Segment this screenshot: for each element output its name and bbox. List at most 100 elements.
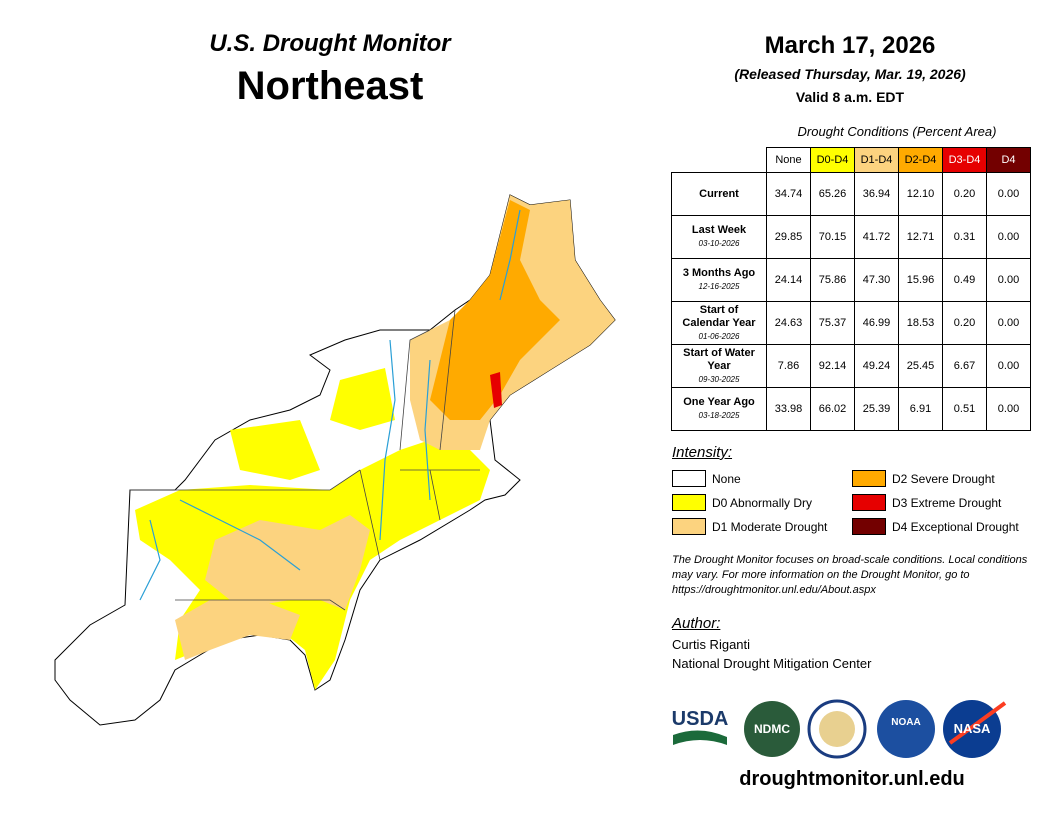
row-label-cell: Current [671,172,767,216]
cell-value: 66.02 [810,387,855,431]
row-date: 01-06-2026 [698,331,740,341]
cell-value: 0.00 [986,215,1031,259]
cell-value: 6.91 [898,387,943,431]
cell-value: 0.49 [942,258,987,302]
cell-value: 15.96 [898,258,943,302]
cell-value: 29.85 [766,215,811,259]
cell-value: 24.14 [766,258,811,302]
d0-area [330,368,395,430]
legend-swatch [852,518,886,535]
noaa-logo [877,700,935,758]
row-label-cell: Start of Water Year 09-30-2025 [671,344,767,388]
author-org: National Drought Mitigation Center [672,656,872,671]
legend-item: D1 Moderate Drought [672,518,827,535]
row-date: 03-18-2025 [698,411,740,420]
conditions-table: None D0-D4 D1-D4 D2-D4 D3-D4 D4 Current 34.74 65… [671,147,1031,431]
nasa-chevron [948,701,1007,745]
row-label: Start of Water Year [683,346,755,372]
column-header: D2-D4 [898,147,943,173]
cell-value: 25.39 [854,387,899,431]
cell-value: 33.98 [766,387,811,431]
rivers [139,209,521,601]
cell-value: 6.67 [942,344,987,388]
legend-item: None [672,470,741,487]
cell-value: 49.24 [854,344,899,388]
logo-usda: USDA [672,708,729,730]
cell-value: 12.10 [898,172,943,216]
legend-swatch [852,470,886,487]
legend-label: None [712,471,741,486]
cell-value: 65.26 [810,172,855,216]
d1-area [205,515,370,610]
column-header: None [766,147,811,173]
row-label-cell: One Year Ago 03-18-2025 [671,387,767,431]
map [54,194,616,726]
column-header: D1-D4 [854,147,899,173]
legend-item: D0 Abnormally Dry [672,494,812,511]
row-label-cell: Start of Calendar Year 01-06-2026 [671,301,767,345]
legend-label: D4 Exceptional Drought [892,519,1019,534]
table-row: Start of Calendar Year 01-06-2026 24.63 75.… [671,301,1031,345]
map-date: March 17, 2026 [764,32,936,59]
cell-value: 41.72 [854,215,899,259]
cell-value: 36.94 [854,172,899,216]
cell-value: 12.71 [898,215,943,259]
table-row: One Year Ago 03-18-2025 33.98 66.02 25.39 6.9… [671,387,1031,431]
cell-value: 34.74 [766,172,811,216]
legend-swatch [672,518,706,535]
row-label: 3 Months Ago [682,267,756,279]
table-row: Current 34.74 65.26 36.94 12.10 0.20 0.00 [671,172,1031,216]
row-date: 03-10-2026 [698,239,740,248]
logo-noaa: NOAA [891,717,920,728]
row-label-cell: Last Week 03-10-2026 [671,215,767,259]
row-label: One Year Ago [683,396,755,408]
row-date: 09-30-2025 [698,374,740,384]
note: The Drought Monitor focuses on broad-sca… [672,554,1028,596]
cell-value: 46.99 [854,301,899,345]
cell-value: 0.00 [986,172,1031,216]
column-header: D3-D4 [942,147,987,173]
table-caption: Drought Conditions (Percent Area) [797,124,997,139]
table-row: Start of Water Year 09-30-2025 7.86 92.14 49… [671,344,1031,388]
state-lines [130,309,480,611]
cell-value: 0.20 [942,301,987,345]
logo-ndmc: NDMC [754,722,790,736]
cell-value: 0.00 [986,344,1031,388]
cell-value: 7.86 [766,344,811,388]
usda-swoosh [673,730,727,745]
cell-value: 0.20 [942,172,987,216]
column-header: D4 [986,147,1031,173]
d2-area [430,200,560,420]
cell-value: 47.30 [854,258,899,302]
legend-label: D3 Extreme Drought [892,495,1002,510]
footer-url: droughtmonitor.unl.edu [739,768,965,790]
legend-swatch [672,470,706,487]
d1-area [175,600,300,660]
legend-item: D4 Exceptional Drought [852,518,1019,535]
row-label: Current [699,187,739,200]
legend-label: D2 Severe Drought [892,471,995,486]
row-label: Start of Calendar Year [682,303,756,329]
table-row: 3 Months Ago 12-16-2025 24.14 75.86 47.30 15.… [671,258,1031,302]
author-name: Curtis Riganti [672,637,751,652]
ndmc-logo [744,701,800,757]
legend-swatch [672,494,706,511]
logo-nasa: NASA [954,721,991,736]
seal-center [819,711,855,747]
subtitle: U.S. Drought Monitor [209,30,451,57]
legend-item: D2 Severe Drought [852,470,995,487]
legend-label: D1 Moderate Drought [712,519,828,534]
row-label: Last Week [691,224,747,236]
row-label-cell: 3 Months Ago 12-16-2025 [671,258,767,302]
blank-cell [672,148,767,173]
author-title: Author: [672,615,721,632]
released: (Released Thursday, Mar. 19, 2026) [734,66,966,82]
cell-value: 24.63 [766,301,811,345]
valid: Valid 8 a.m. EDT [795,89,905,105]
cell-value: 0.00 [986,258,1031,302]
cell-value: 0.31 [942,215,987,259]
column-header: D0-D4 [810,147,855,173]
cell-value: 70.15 [810,215,855,259]
legend-swatch [852,494,886,511]
